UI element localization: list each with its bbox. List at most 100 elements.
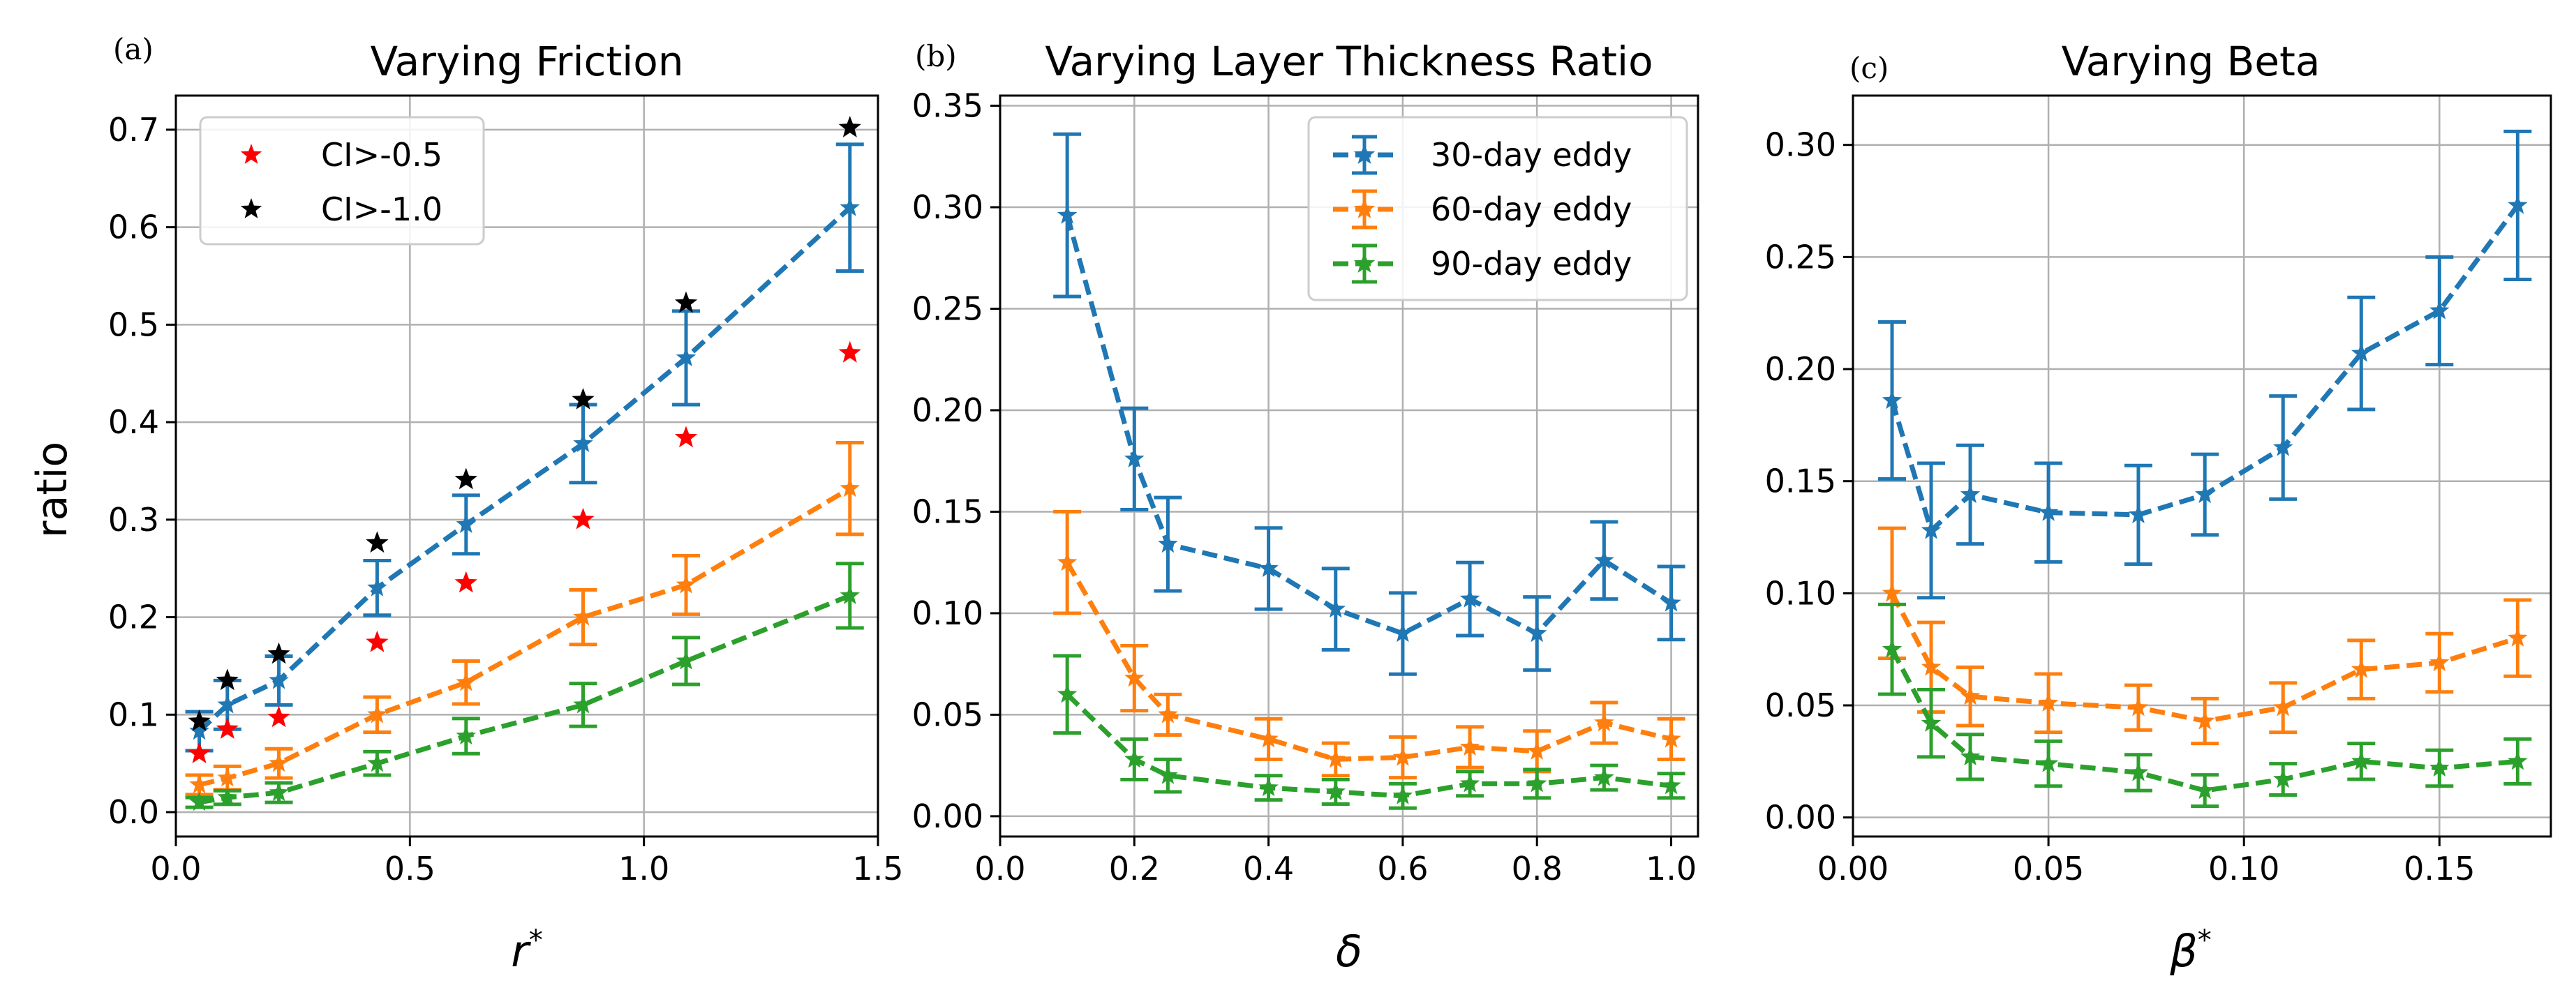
- data-point: [2508, 627, 2528, 647]
- data-point: [269, 753, 289, 772]
- data-point: [674, 426, 698, 448]
- data-point: [1459, 737, 1480, 756]
- data-point: [216, 717, 239, 739]
- x-tick-label: 1.5: [852, 850, 903, 887]
- data-point: [2273, 437, 2293, 456]
- panel-friction: (a) Varying Friction ratio r* 0.0 0.5 1.0 1…: [28, 32, 904, 977]
- data-point: [189, 721, 209, 740]
- data-point: [367, 753, 387, 772]
- chart-title: Varying Layer Thickness Ratio: [1045, 38, 1653, 85]
- plot-frame: [999, 94, 1699, 838]
- data-point: [216, 668, 239, 691]
- series-ci-1-0: [188, 116, 861, 731]
- x-tick-label: 0.00: [1817, 850, 1889, 887]
- y-tick-label: 0.30: [912, 188, 983, 226]
- y-tick-label: 0.15: [1765, 463, 1836, 500]
- data-point: [572, 507, 595, 530]
- x-tick-label: 1.0: [1646, 850, 1697, 887]
- data-point: [2128, 697, 2149, 717]
- data-point: [1882, 583, 1903, 602]
- chart-title: Varying Friction: [370, 38, 683, 85]
- data-point: [267, 705, 290, 728]
- y-tick-label: 0.00: [1765, 799, 1836, 837]
- y-tick-label: 0.00: [912, 797, 983, 835]
- x-tick-label: 0.0: [150, 850, 201, 887]
- data-point: [1527, 773, 1547, 793]
- legend-marker: [240, 198, 262, 218]
- data-point: [189, 792, 209, 811]
- x-tick-label: 0.10: [2208, 850, 2279, 887]
- x-axis-label-r: r: [511, 926, 531, 977]
- data-point: [456, 513, 477, 533]
- data-point: [366, 531, 389, 553]
- y-tick-label: 0.10: [912, 594, 983, 632]
- data-point: [1057, 204, 1078, 224]
- legend-entry: CI>-1.0: [240, 190, 442, 228]
- data-point: [838, 116, 861, 137]
- data-point: [2038, 502, 2059, 521]
- x-tick-label: 0.8: [1512, 850, 1563, 887]
- y-tick-label: 0.30: [1765, 126, 1836, 164]
- data-point: [1392, 785, 1413, 804]
- data-point: [676, 574, 697, 594]
- data-point: [269, 670, 289, 689]
- data-point: [840, 197, 860, 216]
- data-point: [456, 672, 477, 691]
- data-point: [1594, 550, 1614, 569]
- data-point: [573, 433, 593, 452]
- y-tick-label: 0.10: [1765, 574, 1836, 612]
- series-line: [198, 593, 851, 805]
- series-line: [1065, 692, 1672, 799]
- data-point: [1258, 777, 1279, 797]
- data-point: [454, 467, 477, 490]
- series-line: [1065, 561, 1672, 762]
- data-point: [1882, 390, 1903, 410]
- x-tick-label: 0.0: [974, 850, 1025, 887]
- data-point: [456, 726, 477, 745]
- series-60-day-eddy: [1053, 509, 1685, 780]
- data-point: [2128, 504, 2149, 523]
- y-axis-label: ratio: [28, 442, 77, 538]
- legend-frame: [1307, 116, 1688, 301]
- x-axis-label-beta: β: [2169, 926, 2198, 977]
- data-point: [1661, 592, 1681, 612]
- data-point: [2273, 697, 2293, 717]
- data-point: [1960, 746, 1981, 766]
- data-point: [2429, 300, 2450, 320]
- data-point: [1124, 448, 1145, 467]
- data-point: [454, 571, 477, 593]
- data-point: [840, 585, 860, 604]
- series-line: [198, 206, 852, 733]
- plot-frame: [1852, 94, 2552, 838]
- data-point: [1882, 638, 1903, 658]
- data-point: [1325, 749, 1346, 768]
- legend-label: 90-day eddy: [1431, 245, 1632, 283]
- data-point: [1124, 749, 1145, 768]
- legend-label: 60-day eddy: [1431, 190, 1632, 228]
- panel-beta: (c) Varying Beta β* 0.00 0.05 0.10 0.15 0.00…: [1765, 38, 2552, 977]
- y-tick-label: 0.35: [912, 87, 983, 125]
- x-axis-label: β*: [2169, 924, 2212, 977]
- data-point: [1158, 704, 1178, 723]
- data-point: [188, 742, 211, 763]
- data-point: [269, 782, 289, 802]
- data-point: [1057, 552, 1078, 571]
- y-tick-label: 0.5: [108, 306, 159, 343]
- series-line: [1889, 204, 2520, 535]
- data-point: [367, 577, 387, 597]
- legend-label: CI>-1.0: [321, 190, 442, 228]
- data-point: [189, 774, 209, 794]
- data-point: [838, 340, 861, 363]
- y-tick-label: 0.25: [912, 290, 983, 328]
- x-axis-label-star: *: [529, 924, 543, 957]
- data-point: [2429, 652, 2450, 672]
- x-tick-label: 0.4: [1243, 850, 1294, 887]
- data-point: [2128, 762, 2149, 781]
- data-point: [188, 710, 211, 731]
- panel-layer-thickness: (b) Varying Layer Thickness Ratio δ 0.0 0…: [912, 38, 1699, 977]
- legend: CI>-0.5 CI>-1.0: [199, 116, 485, 246]
- y-tick-label: 0.7: [108, 111, 159, 149]
- y-tick-label: 0.3: [108, 501, 159, 539]
- data-point: [2351, 343, 2372, 362]
